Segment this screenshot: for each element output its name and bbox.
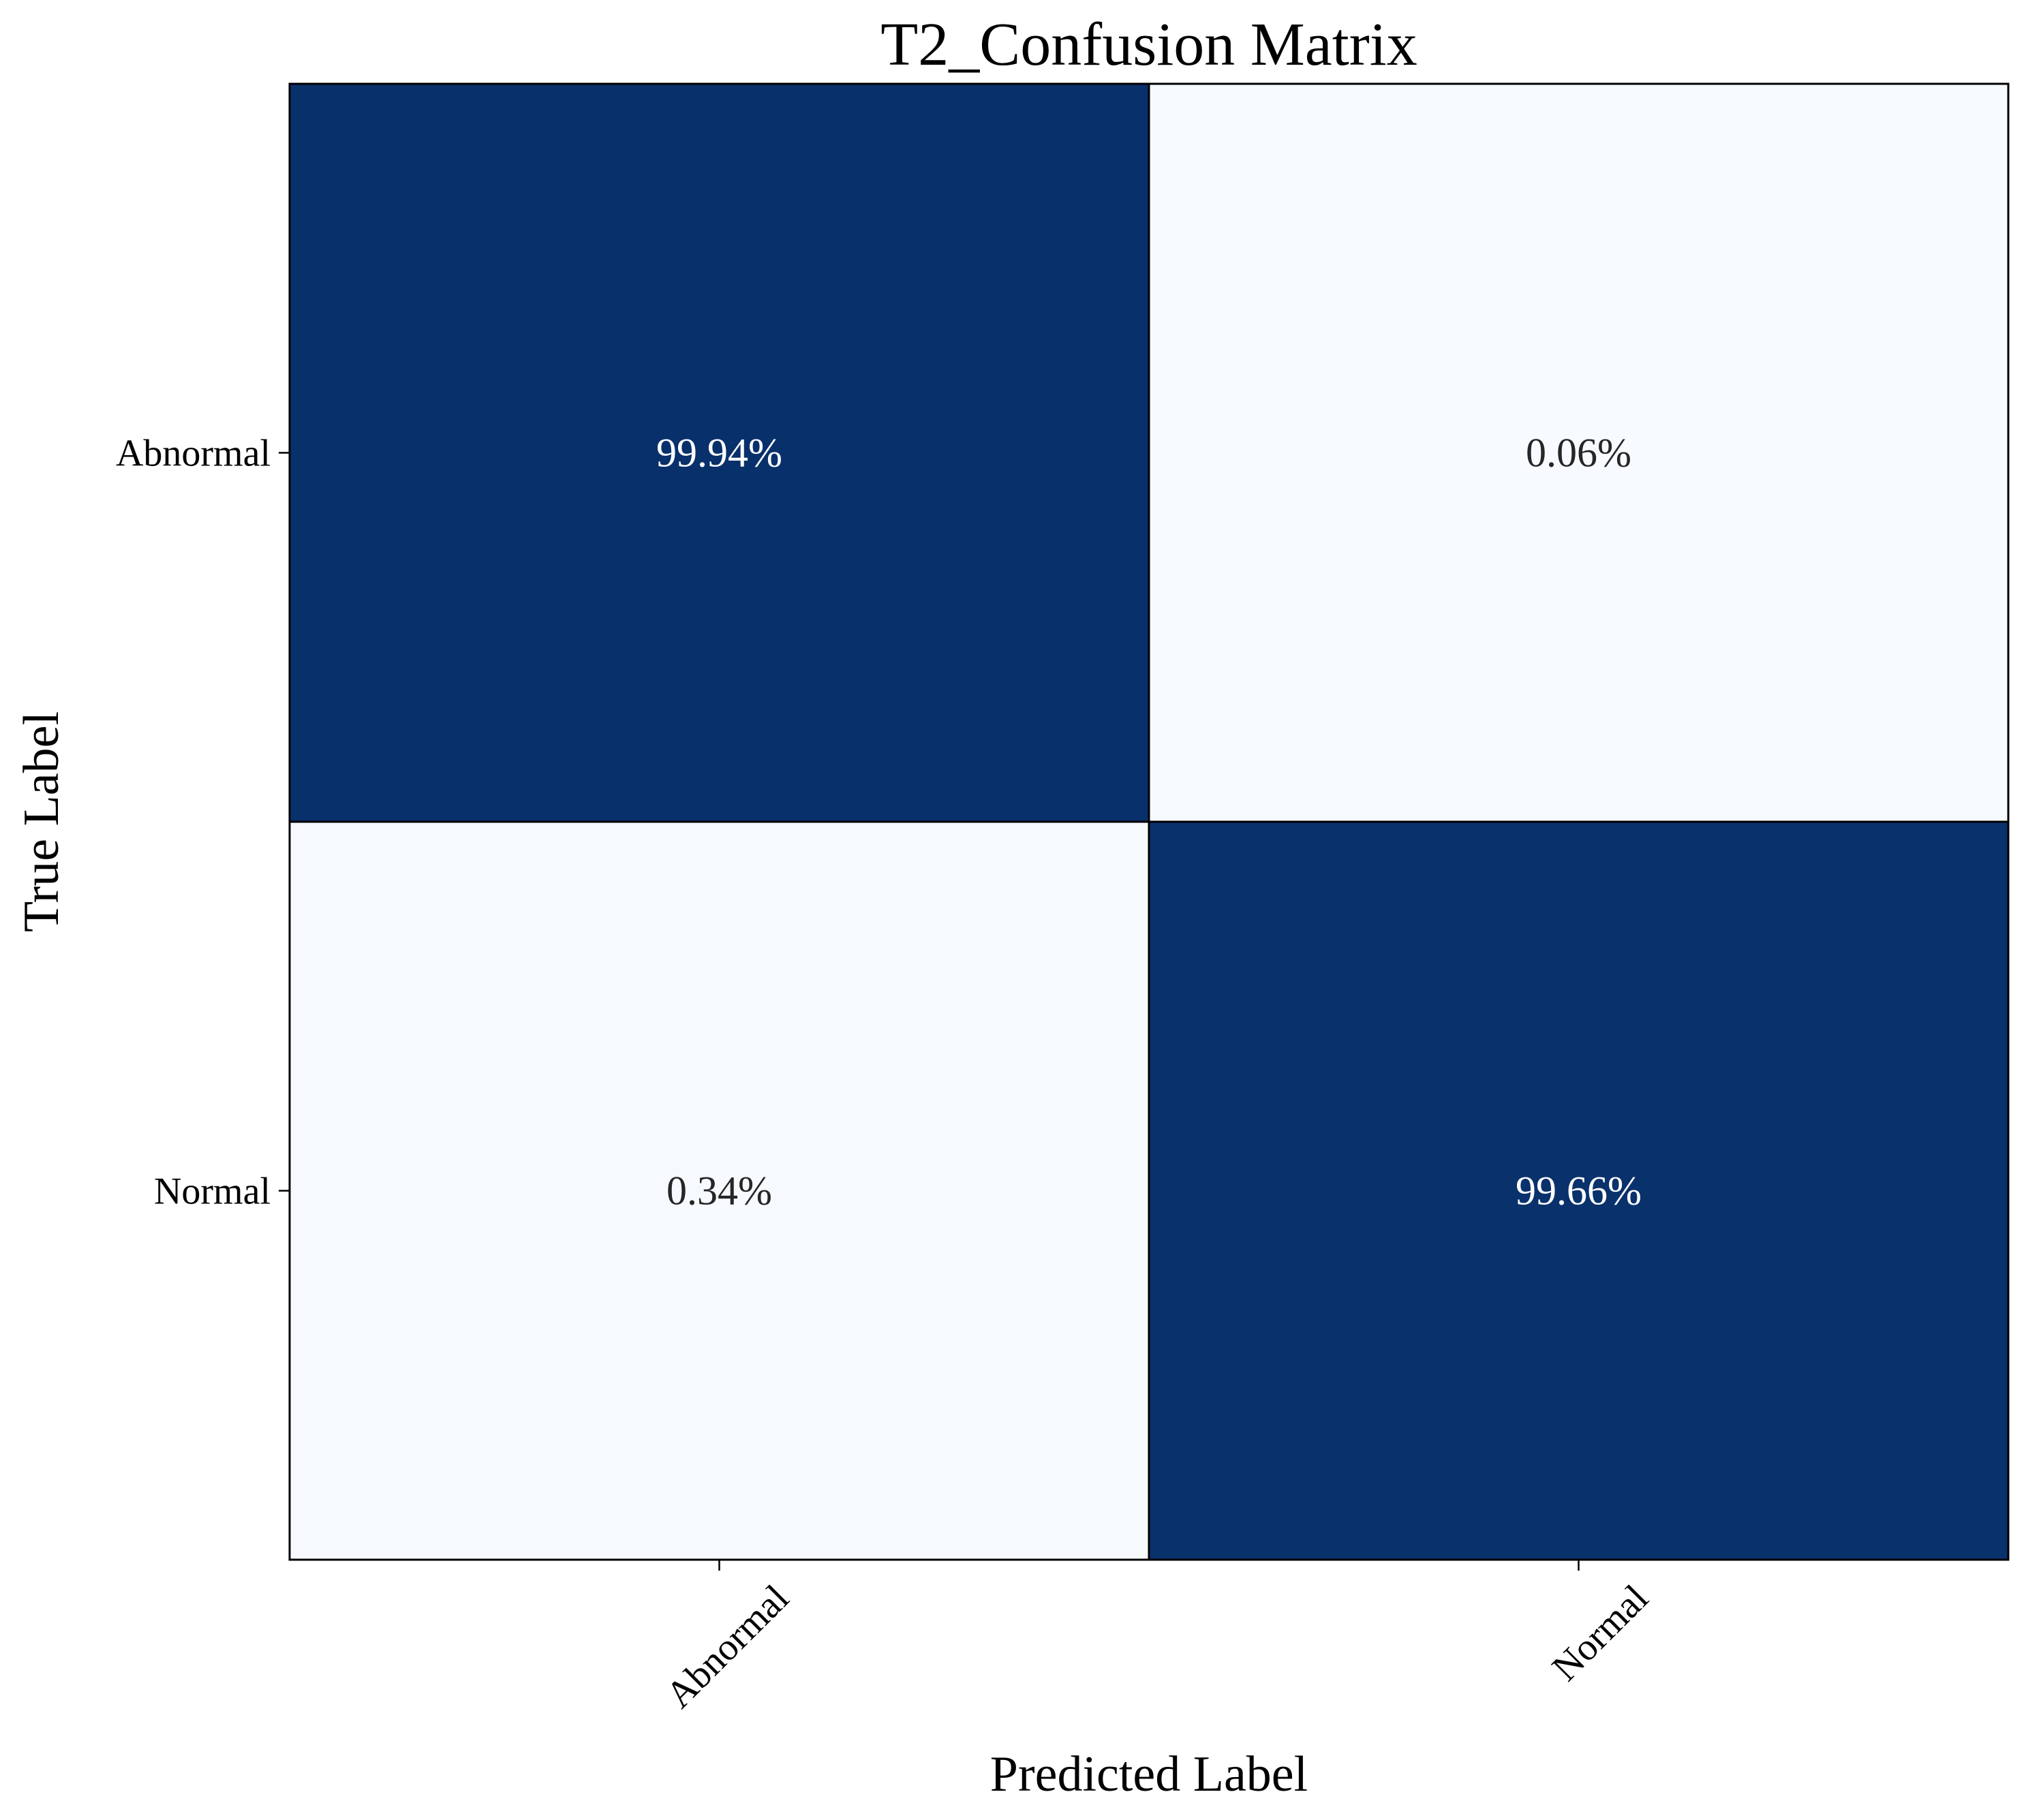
cell-value-label: 0.06%: [1526, 431, 1631, 476]
heatmap-cell-r1-c1: [1148, 820, 2010, 1561]
y-axis-ticks: Abnormal Normal: [116, 433, 290, 1213]
cell-value-label: 0.34%: [666, 1169, 772, 1214]
cell-value-label: 99.94%: [656, 431, 782, 476]
y-tick-label: Abnormal: [116, 433, 271, 475]
heatmap-cells: [288, 82, 2010, 1561]
heatmap-cell-labels: 99.94% 0.06% 0.34% 99.66%: [656, 431, 1642, 1214]
plot-frame: [288, 82, 2010, 1561]
y-axis-label: True Label: [14, 711, 70, 932]
cell-value-label: 99.66%: [1516, 1169, 1642, 1214]
chart-title: T2_Confusion Matrix: [880, 11, 1417, 78]
heatmap-cell-r1-c0: [288, 820, 1150, 1561]
heatmap-cell-r0-c0: [288, 82, 1150, 823]
x-axis-label: Predicted Label: [990, 1746, 1308, 1802]
x-tick-label: Abnormal: [658, 1577, 797, 1716]
x-tick-label: Normal: [1544, 1577, 1657, 1689]
x-axis-ticks: Abnormal Normal: [658, 1560, 1657, 1716]
heatmap-cell-r0-c1: [1148, 82, 2010, 823]
y-tick-label: Normal: [154, 1171, 271, 1213]
